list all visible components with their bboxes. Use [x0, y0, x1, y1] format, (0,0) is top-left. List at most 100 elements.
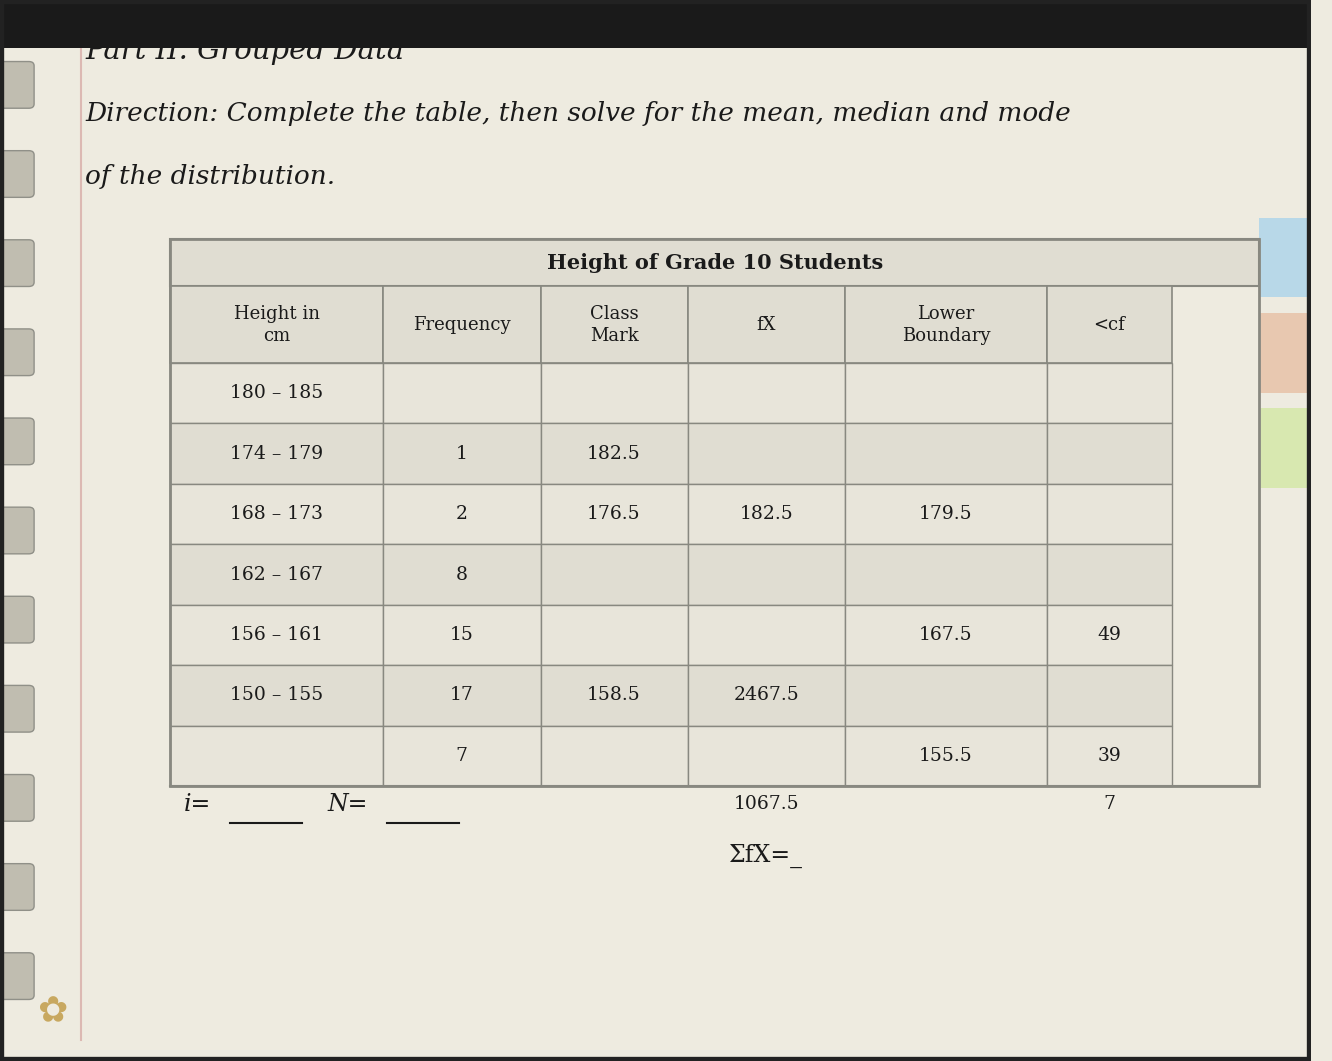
Text: 1067.5: 1067.5 [734, 795, 799, 813]
Bar [687, 484, 846, 544]
Bar [541, 423, 687, 484]
Bar [1047, 363, 1172, 423]
Text: 155.5: 155.5 [919, 747, 972, 765]
Text: 156 – 161: 156 – 161 [230, 626, 324, 644]
Bar [1047, 665, 1172, 726]
FancyBboxPatch shape [0, 62, 35, 108]
Text: 15: 15 [450, 626, 474, 644]
Bar [1047, 605, 1172, 665]
Bar [382, 286, 541, 363]
Bar [382, 605, 541, 665]
Text: 7: 7 [456, 747, 468, 765]
Bar [170, 286, 382, 363]
Bar [170, 239, 1259, 286]
Bar [170, 605, 382, 665]
Text: 7: 7 [1103, 795, 1115, 813]
Text: N=: N= [328, 793, 368, 816]
Bar [687, 605, 846, 665]
Text: Lower
Boundary: Lower Boundary [902, 305, 990, 345]
Text: 176.5: 176.5 [587, 505, 641, 523]
Bar [846, 423, 1047, 484]
Bar [846, 286, 1047, 363]
Text: 39: 39 [1098, 747, 1122, 765]
Text: 182.5: 182.5 [739, 505, 794, 523]
Bar [687, 363, 846, 423]
Text: Height in
cm: Height in cm [233, 305, 320, 345]
Text: Class
Mark: Class Mark [590, 305, 638, 345]
Bar [1047, 423, 1172, 484]
Bar [382, 484, 541, 544]
Text: Height of Grade 10 Students: Height of Grade 10 Students [546, 253, 883, 273]
Text: ✿: ✿ [37, 995, 68, 1029]
Bar [1259, 313, 1312, 393]
Text: 17: 17 [450, 686, 474, 705]
Text: <cf: <cf [1094, 316, 1126, 333]
Bar [170, 484, 382, 544]
Text: 180 – 185: 180 – 185 [230, 384, 324, 402]
Bar [170, 423, 382, 484]
Bar [1259, 218, 1312, 297]
Bar [541, 605, 687, 665]
Text: 174 – 179: 174 – 179 [230, 445, 324, 463]
Bar [846, 665, 1047, 726]
Text: 49: 49 [1098, 626, 1122, 644]
Bar [541, 665, 687, 726]
Bar [541, 484, 687, 544]
Text: 8: 8 [456, 566, 468, 584]
Bar [0, 0, 1312, 48]
Text: 182.5: 182.5 [587, 445, 641, 463]
Text: 167.5: 167.5 [919, 626, 972, 644]
Bar [1259, 408, 1312, 488]
FancyBboxPatch shape [0, 329, 35, 376]
Text: 158.5: 158.5 [587, 686, 641, 705]
Bar [687, 286, 846, 363]
FancyBboxPatch shape [0, 596, 35, 643]
Bar [170, 239, 1259, 786]
Bar [170, 665, 382, 726]
Text: 150 – 155: 150 – 155 [230, 686, 324, 705]
Bar [1047, 484, 1172, 544]
Bar [541, 726, 687, 786]
Text: 2: 2 [456, 505, 468, 523]
Bar [846, 726, 1047, 786]
FancyBboxPatch shape [0, 418, 35, 465]
Bar [846, 605, 1047, 665]
Bar [1047, 726, 1172, 786]
Bar [846, 484, 1047, 544]
Text: 179.5: 179.5 [919, 505, 972, 523]
Text: 168 – 173: 168 – 173 [230, 505, 324, 523]
Bar [170, 363, 382, 423]
Bar [846, 363, 1047, 423]
Text: ΣfX=_: ΣfX=_ [730, 845, 803, 868]
Bar [382, 726, 541, 786]
FancyBboxPatch shape [0, 953, 35, 999]
Text: fX: fX [757, 316, 777, 333]
Text: Direction: Complete the table, then solve for the mean, median and mode: Direction: Complete the table, then solv… [85, 101, 1071, 126]
Text: Frequency: Frequency [413, 316, 510, 333]
Bar [382, 363, 541, 423]
Bar [382, 544, 541, 605]
Bar [382, 423, 541, 484]
Bar [687, 544, 846, 605]
Bar [687, 726, 846, 786]
Text: 1: 1 [456, 445, 468, 463]
FancyBboxPatch shape [0, 775, 35, 821]
Bar [170, 726, 382, 786]
Text: of the distribution.: of the distribution. [85, 164, 336, 190]
Bar [541, 286, 687, 363]
Bar [687, 423, 846, 484]
Bar [382, 665, 541, 726]
Text: i=: i= [184, 793, 210, 816]
FancyBboxPatch shape [0, 507, 35, 554]
FancyBboxPatch shape [0, 864, 35, 910]
Bar [170, 544, 382, 605]
Bar [1047, 544, 1172, 605]
FancyBboxPatch shape [0, 240, 35, 286]
Text: 2467.5: 2467.5 [734, 686, 799, 705]
Text: 162 – 167: 162 – 167 [230, 566, 324, 584]
FancyBboxPatch shape [0, 151, 35, 197]
Bar [541, 363, 687, 423]
Bar [687, 665, 846, 726]
Bar [541, 544, 687, 605]
Bar [846, 544, 1047, 605]
